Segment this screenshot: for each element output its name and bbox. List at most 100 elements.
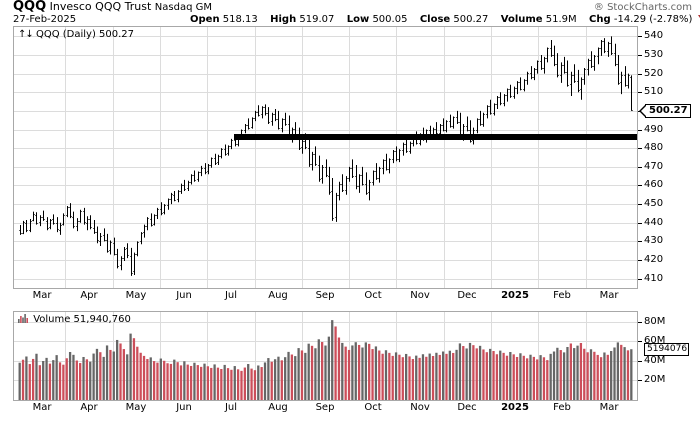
gridline-horizontal bbox=[14, 148, 637, 149]
volume-y-axis-label: 80M bbox=[644, 316, 666, 327]
x-axis-label: Oct bbox=[364, 402, 382, 413]
y-axis-label: 540 bbox=[644, 30, 664, 41]
y-axis-label: 510 bbox=[644, 86, 664, 97]
x-axis-label: Feb bbox=[553, 402, 571, 413]
open-value: 518.13 bbox=[222, 14, 258, 25]
chart-title-line: QQQ Invesco QQQ Trust Nasdaq GM bbox=[13, 0, 212, 14]
x-axis-label: Aug bbox=[268, 290, 288, 301]
support-resistance-line[interactable] bbox=[234, 134, 637, 140]
y-axis-label: 410 bbox=[644, 273, 664, 284]
gridline-vertical bbox=[113, 27, 114, 288]
volume-label: Volume bbox=[500, 14, 543, 25]
close-value: 500.27 bbox=[453, 14, 489, 25]
y-axis-tick bbox=[638, 167, 642, 168]
gridline-vertical bbox=[538, 27, 539, 288]
x-axis-label: May bbox=[125, 402, 147, 413]
volume-value: 51.9M bbox=[545, 14, 577, 25]
y-axis-tick bbox=[638, 130, 642, 131]
volume-panel-legend: Volume 51,940,760 bbox=[18, 314, 131, 326]
quote-date: 27-Feb-2025 bbox=[13, 14, 77, 25]
x-axis-label: 2025 bbox=[501, 290, 529, 301]
high-label: High bbox=[270, 14, 297, 25]
y-axis-tick bbox=[638, 148, 642, 149]
x-axis-label: Sep bbox=[315, 290, 335, 301]
y-axis-label: 530 bbox=[644, 49, 664, 60]
gridline-vertical bbox=[349, 27, 350, 288]
volume-legend-text: Volume 51,940,760 bbox=[33, 314, 131, 325]
x-axis-label: Apr bbox=[80, 290, 98, 301]
gridline-vertical bbox=[538, 312, 539, 400]
x-axis-label: Jun bbox=[176, 290, 192, 301]
gridline-vertical bbox=[255, 27, 256, 288]
volume-y-axis-tick bbox=[638, 322, 642, 323]
gridline-horizontal bbox=[14, 241, 637, 242]
x-axis-label: Mar bbox=[32, 402, 52, 413]
y-axis-tick bbox=[638, 260, 642, 261]
price-ohlc-series bbox=[19, 36, 633, 276]
gridline-vertical bbox=[160, 312, 161, 400]
gridline-vertical bbox=[444, 27, 445, 288]
volume-y-axis-tick bbox=[638, 361, 642, 362]
price-chart-panel[interactable]: ↑↓ QQQ (Daily) 500.27 bbox=[13, 26, 638, 289]
x-axis-label: Jun bbox=[176, 402, 192, 413]
exchange-name: Nasdaq GM bbox=[154, 2, 212, 13]
gridline-horizontal bbox=[14, 341, 637, 342]
gridline-horizontal bbox=[14, 223, 637, 224]
y-axis-tick bbox=[638, 279, 642, 280]
gridline-horizontal bbox=[14, 74, 637, 75]
y-axis-label: 430 bbox=[644, 235, 664, 246]
close-label: Close bbox=[419, 14, 451, 25]
y-axis-tick bbox=[638, 36, 642, 37]
gridline-vertical bbox=[302, 27, 303, 288]
y-axis-label: 520 bbox=[644, 68, 664, 79]
change-label: Chg bbox=[589, 14, 611, 25]
gridline-horizontal bbox=[14, 92, 637, 93]
company-name: Invesco QQQ Trust bbox=[49, 0, 152, 13]
gridline-horizontal bbox=[14, 36, 637, 37]
y-axis-tick bbox=[638, 185, 642, 186]
y-axis-label: 450 bbox=[644, 198, 664, 209]
high-value: 519.07 bbox=[299, 14, 335, 25]
y-axis-tick bbox=[638, 55, 642, 56]
gridline-vertical bbox=[160, 27, 161, 288]
volume-y-axis-tick bbox=[638, 341, 642, 342]
volume-y-axis-label: 40M bbox=[644, 355, 666, 366]
volume-y-axis-label: 20M bbox=[644, 374, 666, 385]
x-axis-label: Mar bbox=[599, 402, 619, 413]
change-down-triangle-icon bbox=[697, 15, 700, 21]
gridline-vertical bbox=[491, 27, 492, 288]
volume-bars-icon bbox=[18, 314, 28, 323]
y-axis-tick bbox=[638, 241, 642, 242]
y-axis-label: 440 bbox=[644, 217, 664, 228]
y-axis-label: 470 bbox=[644, 161, 664, 172]
y-axis-tick bbox=[638, 92, 642, 93]
open-label: Open bbox=[190, 14, 220, 25]
y-axis-label: 490 bbox=[644, 124, 664, 135]
current-volume-tag: 5194076 bbox=[644, 343, 690, 356]
x-axis-label: Oct bbox=[364, 290, 382, 301]
gridline-vertical bbox=[65, 27, 66, 288]
gridline-horizontal bbox=[14, 279, 637, 280]
y-axis-tick bbox=[638, 204, 642, 205]
gridline-horizontal bbox=[14, 204, 637, 205]
gridline-vertical bbox=[255, 312, 256, 400]
price-legend-text: QQQ (Daily) 500.27 bbox=[35, 29, 135, 40]
x-axis-label: Dec bbox=[457, 402, 477, 413]
x-axis-label: Nov bbox=[410, 290, 430, 301]
volume-bar-series bbox=[18, 320, 633, 400]
x-axis-label: Aug bbox=[268, 402, 288, 413]
gridline-horizontal bbox=[14, 55, 637, 56]
gridline-vertical bbox=[444, 312, 445, 400]
x-axis-label: Nov bbox=[410, 402, 430, 413]
y-axis-tick bbox=[638, 223, 642, 224]
x-axis-label: Sep bbox=[315, 402, 335, 413]
change-value: -14.29 (-2.78%) bbox=[613, 14, 693, 25]
volume-chart-panel[interactable]: Volume 51,940,760 bbox=[13, 311, 638, 401]
y-axis-label: 420 bbox=[644, 254, 664, 265]
gridline-horizontal bbox=[14, 111, 637, 112]
x-axis-label: 2025 bbox=[501, 402, 529, 413]
gridline-vertical bbox=[586, 27, 587, 288]
gridline-horizontal bbox=[14, 185, 637, 186]
current-price-tag: 500.27 bbox=[639, 104, 691, 118]
